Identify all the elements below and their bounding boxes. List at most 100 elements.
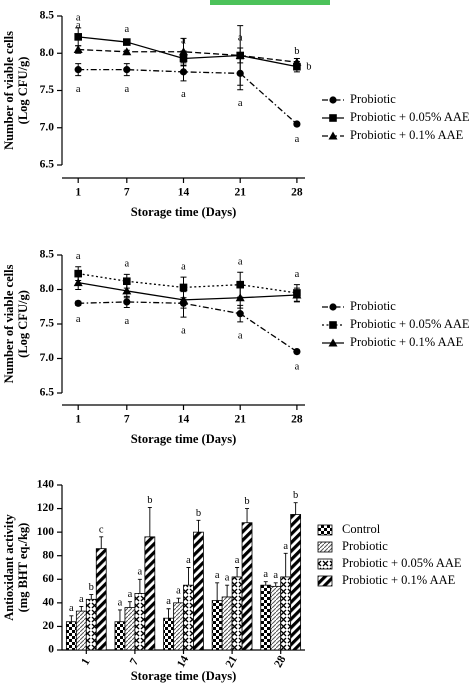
- marker: [74, 299, 82, 307]
- y-tick-label: 7.0: [40, 352, 55, 364]
- significance-letter: c: [99, 524, 104, 535]
- significance-letter: a: [186, 555, 191, 566]
- marker: [293, 120, 301, 128]
- y-tick-label: 7.5: [40, 318, 55, 330]
- bar: [241, 522, 253, 651]
- significance-letter: b: [294, 46, 299, 57]
- bar: [75, 610, 87, 651]
- significance-letter: a: [295, 269, 300, 280]
- marker: [122, 286, 132, 295]
- marker: [236, 310, 244, 318]
- marker: [123, 38, 131, 46]
- x-tick-label: 7: [124, 414, 130, 426]
- legend-label: Probiotic: [350, 299, 396, 313]
- error-bar: [117, 609, 122, 622]
- legend-label: Probiotic: [342, 539, 388, 553]
- legend-label: Probiotic + 0.1% AAE: [350, 128, 464, 142]
- significance-letter: b: [196, 508, 201, 519]
- x-axis-title: Storage time (Days): [131, 432, 237, 446]
- x-tick-label: 28: [272, 654, 288, 670]
- y-tick-label: 100: [37, 526, 55, 538]
- x-tick-label: 1: [75, 187, 81, 199]
- y-axis-title: (Log CFU/g): [16, 290, 30, 358]
- bar: [183, 584, 194, 651]
- error-bar: [293, 502, 298, 515]
- significance-letter: a: [295, 361, 300, 372]
- y-tick-label: 8.0: [40, 283, 55, 295]
- marker: [122, 47, 132, 56]
- bar: [231, 576, 243, 651]
- significance-letter: a: [128, 589, 133, 600]
- x-tick-label: 21: [224, 654, 240, 670]
- marker: [293, 348, 301, 356]
- y-axis-title: Number of viable cells: [2, 31, 16, 150]
- significance-letter: a: [181, 261, 186, 272]
- significance-letter: a: [124, 84, 129, 95]
- y-tick-label: 60: [43, 573, 55, 585]
- legend-marker: [329, 303, 337, 311]
- bar: [270, 585, 282, 651]
- bar: [95, 548, 107, 651]
- significance-letter: b: [147, 495, 152, 506]
- significance-letter: a: [76, 20, 81, 31]
- bar: [134, 593, 146, 651]
- legend-label: Probiotic: [350, 92, 396, 106]
- error-bar: [99, 536, 104, 549]
- y-tick-label: 40: [43, 596, 55, 608]
- significance-letter: b: [244, 496, 249, 507]
- significance-letter: a: [181, 89, 186, 100]
- error-bar: [166, 608, 171, 619]
- x-axis-title: Storage time (Days): [131, 205, 237, 219]
- significance-letter: a: [283, 541, 288, 552]
- y-axis-title: Antioxidant activity: [2, 513, 16, 620]
- error-bar: [176, 597, 181, 603]
- significance-letter: a: [76, 84, 81, 95]
- y-tick-label: 8.0: [40, 47, 55, 59]
- x-tick-label: 14: [178, 414, 190, 426]
- significance-letter: a: [238, 257, 243, 268]
- legend-swatch: [317, 541, 333, 553]
- bar: [144, 536, 156, 651]
- significance-letter: a: [124, 24, 129, 35]
- x-tick-label: 21: [234, 187, 246, 199]
- significance-letter: a: [76, 12, 81, 23]
- x-tick-label: 14: [178, 187, 190, 199]
- bar: [65, 621, 77, 651]
- marker: [74, 269, 82, 278]
- series-line: [78, 272, 297, 294]
- significance-letter: a: [263, 569, 268, 580]
- legend-marker: [329, 114, 337, 122]
- bar: [124, 607, 136, 651]
- y-tick-label: 8.5: [40, 10, 55, 22]
- header-strip: [210, 0, 330, 5]
- bar: [163, 617, 174, 651]
- error-bar: [137, 578, 142, 594]
- marker: [236, 280, 244, 289]
- significance-letter: a: [181, 326, 186, 337]
- y-tick-label: 0: [48, 644, 54, 656]
- legend-label: Control: [342, 522, 381, 536]
- legend-marker: [328, 131, 338, 140]
- legend-swatch: [317, 575, 333, 587]
- error-bar: [235, 567, 240, 577]
- significance-letter: a: [176, 586, 181, 597]
- marker: [73, 45, 83, 54]
- x-tick-label: 21: [234, 414, 246, 426]
- marker: [293, 62, 301, 71]
- marker: [235, 293, 245, 302]
- marker: [123, 66, 131, 74]
- marker: [179, 283, 188, 292]
- bar: [290, 514, 302, 651]
- y-tick-label: 80: [43, 549, 55, 561]
- marker: [292, 57, 302, 66]
- error-bar: [215, 582, 220, 601]
- x-tick-label: 14: [175, 654, 191, 670]
- bar: [211, 600, 223, 651]
- marker: [74, 66, 82, 74]
- y-tick-label: 6.5: [40, 159, 55, 171]
- error-bar: [89, 594, 94, 600]
- legend-marker: [328, 338, 338, 347]
- bar: [193, 531, 204, 651]
- significance-letter: a: [273, 570, 278, 581]
